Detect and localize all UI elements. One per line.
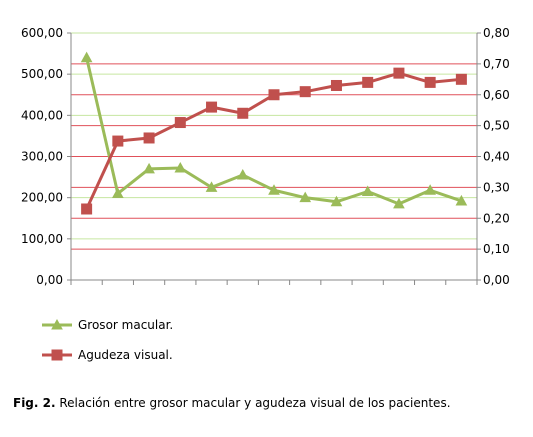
agudeza-visual-point: [206, 101, 218, 113]
agudeza-visual-point: [237, 107, 249, 119]
left-tick-label: 600,00: [21, 26, 63, 40]
grosor-macular-point: [236, 168, 249, 180]
grosor-macular-legend-label: Grosor macular.: [78, 318, 173, 332]
grosor-macular-point: [80, 51, 93, 63]
right-tick-label: 0,40: [483, 150, 510, 164]
agudeza-visual-legend-label: Agudeza visual.: [78, 348, 173, 362]
left-tick-label: 100,00: [21, 232, 63, 246]
left-tick-label: 300,00: [21, 150, 63, 164]
grosor-macular-point: [299, 191, 312, 203]
left-tick-label: 0,00: [36, 273, 63, 287]
grosor-macular-point: [361, 185, 374, 196]
agudeza-visual-point: [143, 132, 155, 144]
left-tick-label: 500,00: [21, 67, 63, 81]
grosor-macular-point: [174, 161, 187, 173]
agudeza-visual-point: [424, 76, 436, 88]
caption-text: Relación entre grosor macular y agudeza …: [59, 396, 451, 410]
right-tick-label: 0,20: [483, 211, 510, 225]
right-tick-label: 0,70: [483, 57, 510, 71]
series: [80, 51, 468, 215]
grosor-macular-point: [205, 181, 218, 192]
grosor-macular-line: [85, 57, 462, 206]
right-tick-label: 0,80: [483, 26, 510, 40]
agudeza-visual-point: [174, 117, 186, 129]
agudeza-visual-point: [81, 203, 93, 215]
agudeza-visual-point: [362, 76, 374, 88]
grosor-macular-point: [330, 195, 343, 207]
right-tick-label: 0,60: [483, 88, 510, 102]
left-tick-label: 200,00: [21, 191, 63, 205]
right-tick-label: 0,00: [483, 273, 510, 287]
grosor-macular-point: [393, 197, 405, 209]
grosor-macular-legend-marker: [51, 318, 63, 330]
grosor-macular-point: [455, 194, 468, 206]
agudeza-visual-legend-marker: [51, 349, 63, 361]
caption-label: Fig. 2.: [13, 396, 56, 410]
agudeza-visual-point: [112, 135, 124, 147]
agudeza-visual-point: [299, 86, 311, 98]
right-tick-label: 0,50: [483, 119, 510, 133]
grosor-macular-point: [143, 162, 155, 174]
agudeza-visual-point: [268, 89, 280, 101]
gridlines: [71, 32, 477, 250]
agudeza-visual-point: [455, 73, 467, 85]
agudeza-visual-point: [330, 79, 342, 91]
grosor-macular-point: [111, 187, 124, 199]
legend: Grosor macular. Agudeza visual.: [42, 318, 173, 362]
agudeza-visual-point: [393, 67, 405, 79]
right-tick-label: 0,10: [483, 242, 510, 256]
right-tick-label: 0,30: [483, 180, 510, 194]
grosor-macular-point: [424, 184, 437, 195]
left-tick-label: 400,00: [21, 108, 63, 122]
grosor-macular-point: [268, 184, 280, 195]
figure-caption: Fig. 2. Relación entre grosor macular y …: [13, 396, 451, 410]
axes: 0,00 100,00 200,00 300,00 400,00 500,00 600,00…: [21, 26, 510, 287]
